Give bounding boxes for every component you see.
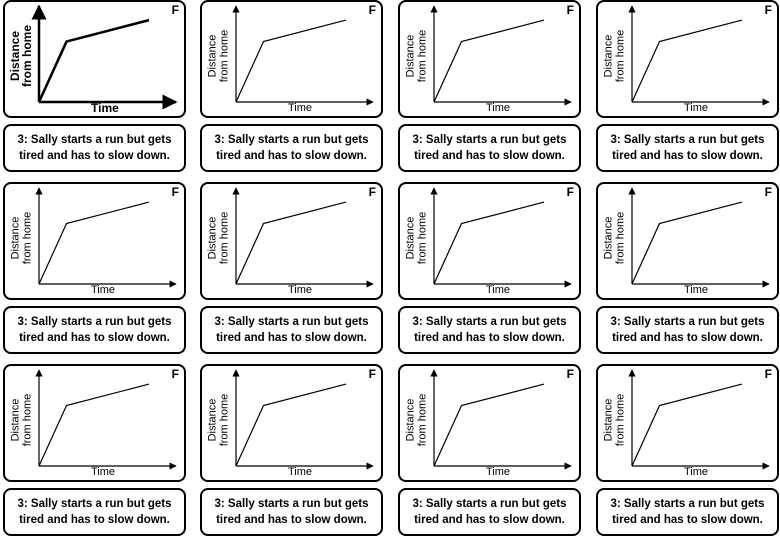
card-letter: F <box>764 185 772 199</box>
card-letter: F <box>566 3 574 17</box>
graph-card: F Distance from home Time <box>596 0 779 118</box>
y-axis-label: Distance from home <box>206 211 231 265</box>
description-card: 3: Sally starts a run but gets tired and… <box>3 124 186 172</box>
distance-time-graph <box>628 5 770 106</box>
description-card: 3: Sally starts a run but gets tired and… <box>3 488 186 536</box>
graph-card: F Distance from home Time <box>398 364 581 482</box>
card-letter: F <box>171 3 179 17</box>
card-letter: F <box>171 367 179 381</box>
description-card: 3: Sally starts a run but gets tired and… <box>200 306 383 354</box>
series-line <box>37 18 150 103</box>
graph-card: F Distance from home Time <box>596 182 779 300</box>
description-card: 3: Sally starts a run but gets tired and… <box>200 488 383 536</box>
series-line <box>433 19 545 103</box>
y-axis-label: Distance from home <box>9 393 34 447</box>
x-axis-label: Time <box>684 466 709 478</box>
description-card: 3: Sally starts a run but gets tired and… <box>398 488 581 536</box>
distance-time-graph <box>232 369 374 470</box>
x-axis-label: Time <box>684 102 709 114</box>
graph-card: F Distance from home Time <box>200 364 383 482</box>
card-letter: F <box>566 367 574 381</box>
series-line <box>631 383 743 467</box>
graph-card: F Distance from home Time <box>398 182 581 300</box>
card-letter: F <box>566 185 574 199</box>
description-card: 3: Sally starts a run but gets tired and… <box>596 124 779 172</box>
description-card: 3: Sally starts a run but gets tired and… <box>3 306 186 354</box>
graph-card: F Distance from home Time <box>200 0 383 118</box>
series-line <box>235 19 347 103</box>
series-line <box>433 201 545 285</box>
distance-time-graph <box>430 187 572 288</box>
x-axis-label: Time <box>91 284 116 296</box>
distance-time-graph <box>232 5 374 106</box>
series-line <box>235 201 347 285</box>
description-card: 3: Sally starts a run but gets tired and… <box>200 124 383 172</box>
card-letter: F <box>368 367 376 381</box>
graph-card: F Distance from home Time <box>3 364 186 482</box>
series-line <box>631 19 743 103</box>
y-axis-label: Distance from home <box>404 393 429 447</box>
series-line <box>38 201 150 285</box>
distance-time-graph <box>35 369 177 470</box>
series-line <box>38 383 150 467</box>
x-axis-label: Time <box>486 284 511 296</box>
card-letter: F <box>368 185 376 199</box>
x-axis-label: Time <box>288 102 313 114</box>
graph-card: F Distance from home Time <box>3 0 186 118</box>
x-axis-label: Time <box>91 101 119 115</box>
y-axis-label: Distance from home <box>9 211 34 265</box>
y-axis-label: Distance from home <box>602 29 627 83</box>
distance-time-graph <box>430 5 572 106</box>
card-letter: F <box>764 367 772 381</box>
y-axis-label: Distance from home <box>404 29 429 83</box>
y-axis-label: Distance from home <box>8 24 35 88</box>
distance-time-graph <box>232 187 374 288</box>
distance-time-graph <box>628 369 770 470</box>
card-letter: F <box>368 3 376 17</box>
distance-time-graph <box>31 4 178 110</box>
graph-card: F Distance from home Time <box>398 0 581 118</box>
distance-time-graph <box>628 187 770 288</box>
graph-card: F Distance from home Time <box>596 364 779 482</box>
graph-card: F Distance from home Time <box>3 182 186 300</box>
series-line <box>433 383 545 467</box>
x-axis-label: Time <box>486 102 511 114</box>
x-axis-label: Time <box>684 284 709 296</box>
card-letter: F <box>171 185 179 199</box>
graph-card: F Distance from home Time <box>200 182 383 300</box>
y-axis-label: Distance from home <box>206 29 231 83</box>
distance-time-graph <box>35 187 177 288</box>
y-axis-label: Distance from home <box>206 393 231 447</box>
x-axis-label: Time <box>486 466 511 478</box>
distance-time-graph <box>430 369 572 470</box>
description-card: 3: Sally starts a run but gets tired and… <box>596 488 779 536</box>
x-axis-label: Time <box>288 466 313 478</box>
y-axis-label: Distance from home <box>404 211 429 265</box>
description-card: 3: Sally starts a run but gets tired and… <box>398 124 581 172</box>
series-line <box>631 201 743 285</box>
card-letter: F <box>764 3 772 17</box>
description-card: 3: Sally starts a run but gets tired and… <box>596 306 779 354</box>
description-card: 3: Sally starts a run but gets tired and… <box>398 306 581 354</box>
series-line <box>235 383 347 467</box>
y-axis-label: Distance from home <box>602 211 627 265</box>
x-axis-label: Time <box>91 466 116 478</box>
x-axis-label: Time <box>288 284 313 296</box>
y-axis-label: Distance from home <box>602 393 627 447</box>
